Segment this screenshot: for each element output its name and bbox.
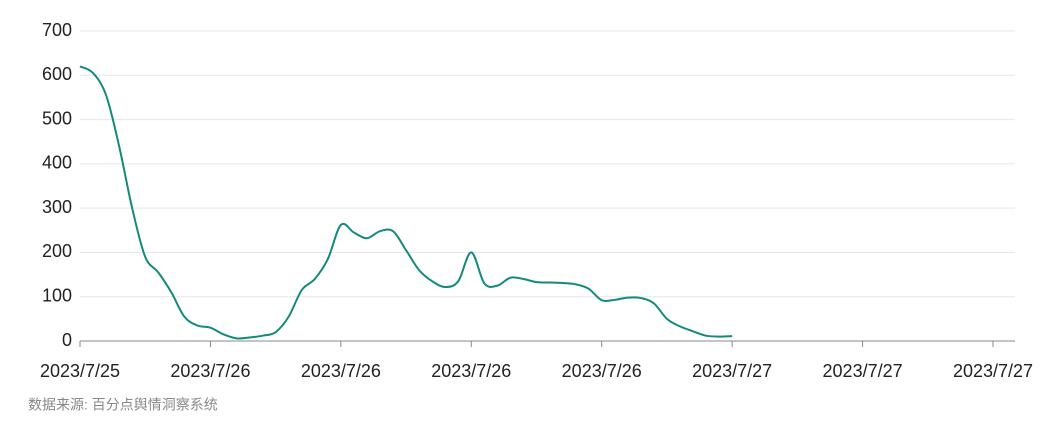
y-tick-label: 600 [42,64,72,84]
y-tick-label: 100 [42,285,72,305]
x-tick-label: 2023/7/26 [301,361,381,381]
y-tick-label: 400 [42,153,72,173]
y-tick-label: 300 [42,197,72,217]
y-tick-label: 200 [42,241,72,261]
x-tick-label: 2023/7/27 [823,361,903,381]
x-tick-label: 2023/7/26 [170,361,250,381]
x-tick-label: 2023/7/27 [692,361,772,381]
y-tick-label: 0 [62,330,72,350]
line-series [79,65,733,340]
source-note: 数据来源: 百分点舆情洞察系统 [28,397,218,413]
x-tick-label: 2023/7/26 [431,361,511,381]
y-tick-label: 500 [42,108,72,128]
x-tick-label: 2023/7/27 [953,361,1033,381]
x-tick-label: 2023/7/25 [40,361,120,381]
x-tick-label: 2023/7/26 [562,361,642,381]
y-tick-label: 700 [42,20,72,40]
